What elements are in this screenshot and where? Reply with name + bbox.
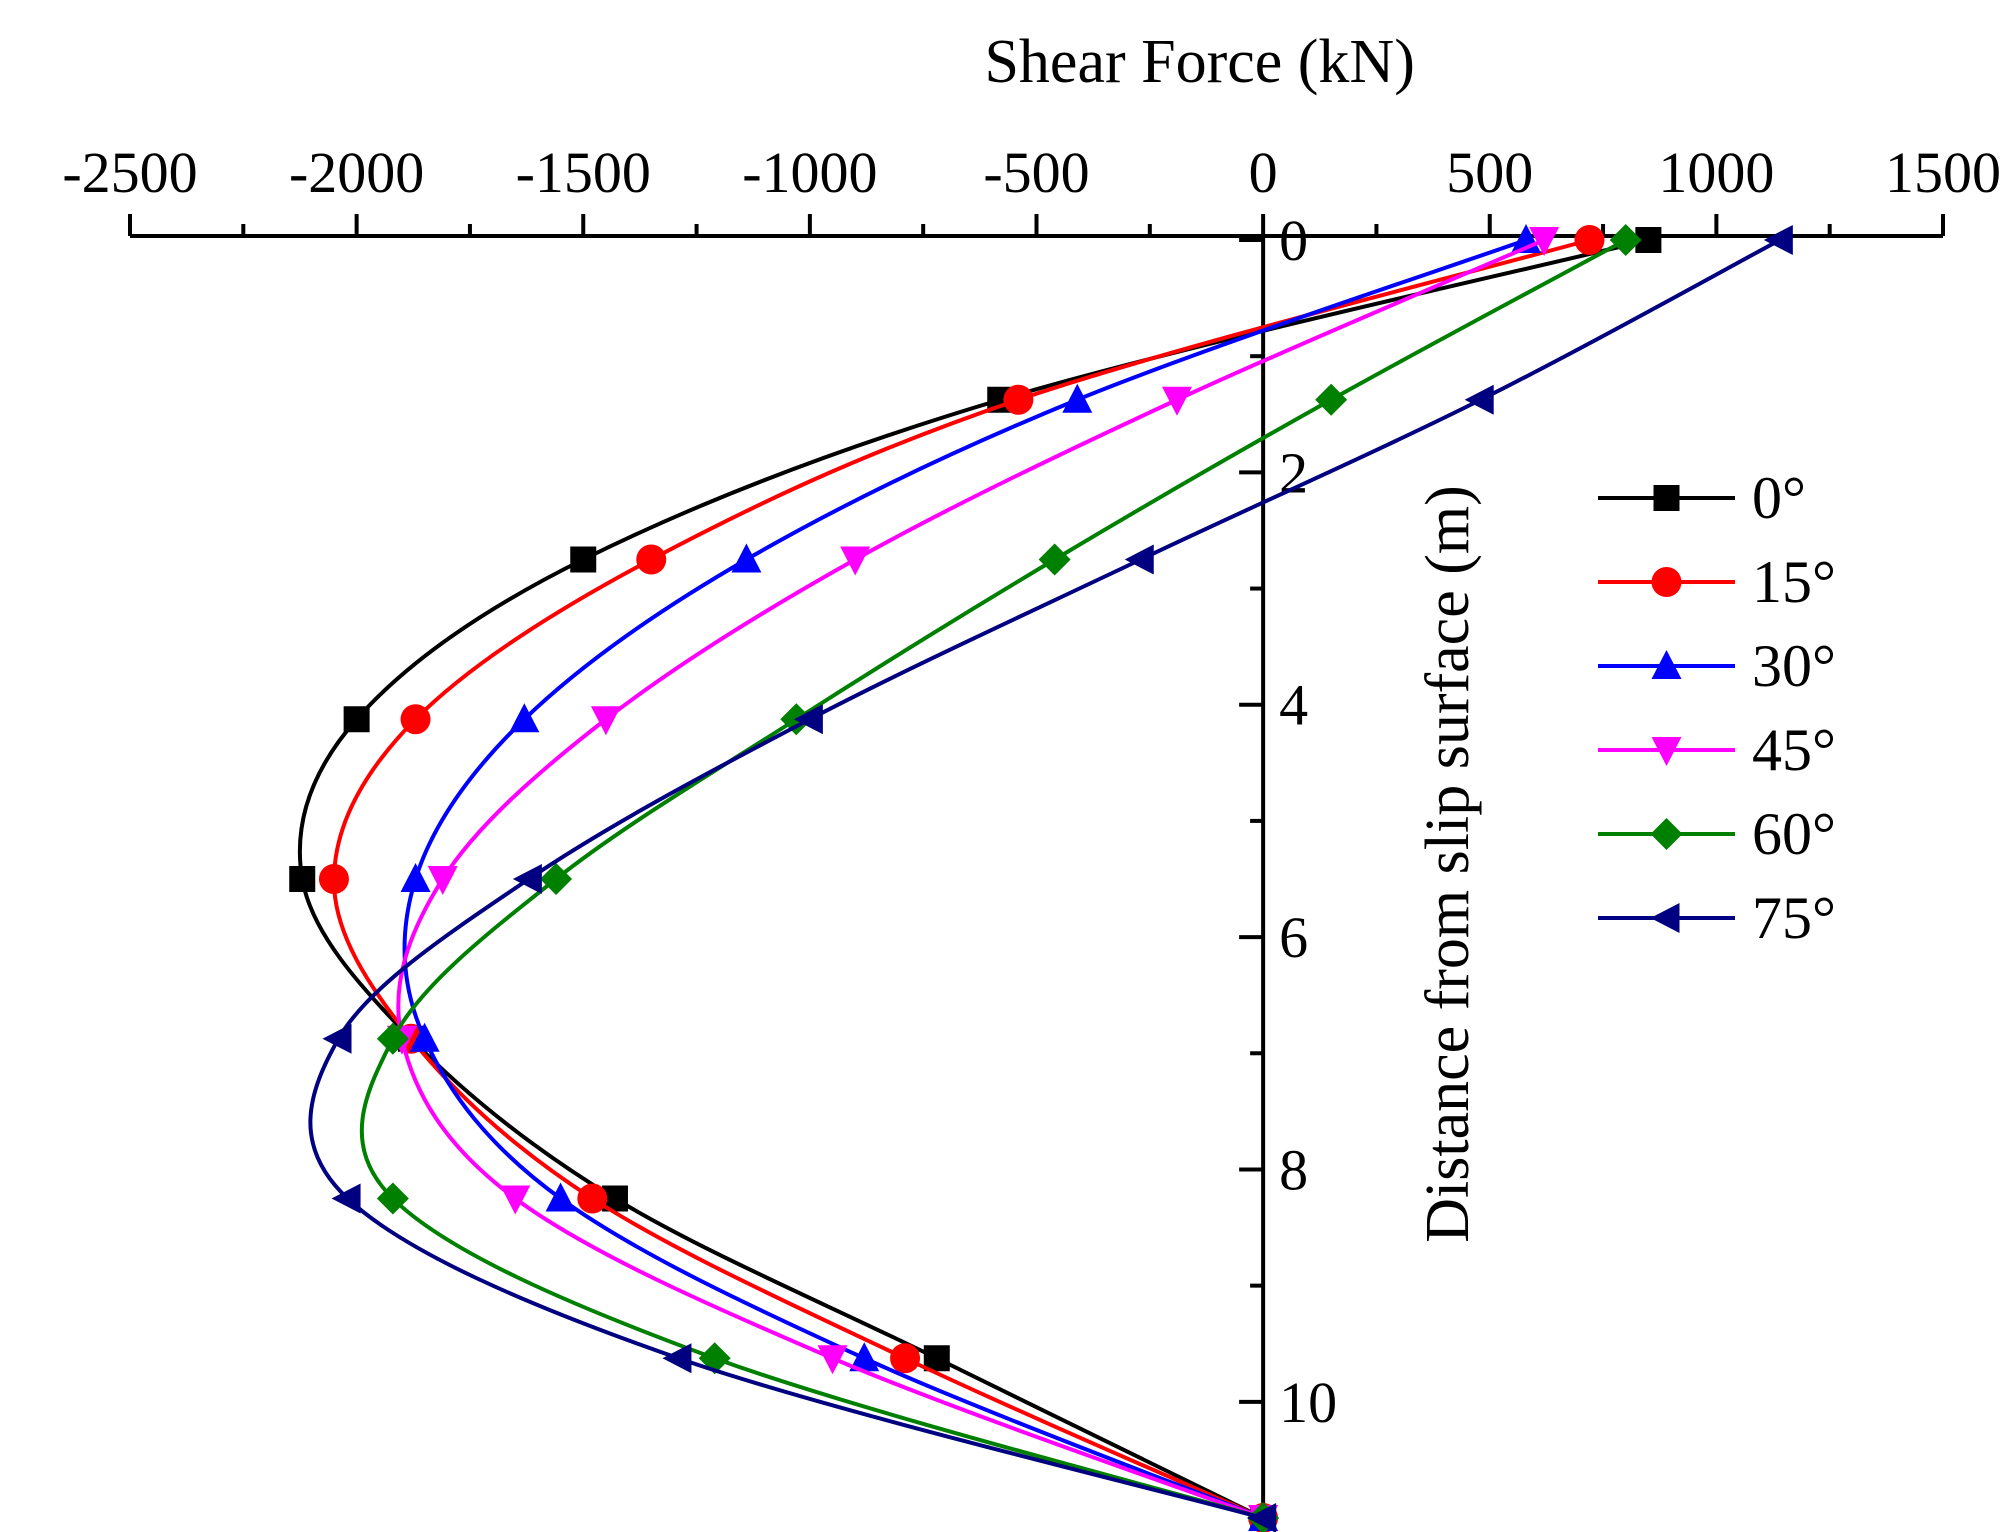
legend-label: 45° xyxy=(1752,717,1836,783)
legend-marker xyxy=(1651,650,1682,679)
y-tick-label: 8 xyxy=(1279,1137,1308,1202)
data-point xyxy=(1574,225,1605,255)
x-tick-label: 500 xyxy=(1446,140,1533,205)
legend-marker xyxy=(1650,903,1680,933)
x-axis-title: Shear Force (kN) xyxy=(984,28,1414,96)
x-tick-label: 1500 xyxy=(1885,140,2001,205)
legend-item: 60° xyxy=(1598,801,1836,867)
data-point xyxy=(545,1182,576,1212)
series-5 xyxy=(308,225,1793,1532)
data-point xyxy=(793,704,823,735)
data-point xyxy=(500,1185,531,1215)
data-point xyxy=(1038,543,1071,576)
data-point xyxy=(1124,544,1154,575)
data-point xyxy=(318,864,349,894)
x-tick-label: -1500 xyxy=(516,140,651,205)
legend-item: 30° xyxy=(1598,633,1836,699)
x-tick-label: 0 xyxy=(1249,140,1278,205)
legend-label: 75° xyxy=(1752,885,1836,951)
data-point xyxy=(662,1343,692,1374)
data-point xyxy=(289,866,316,892)
legend-label: 30° xyxy=(1752,633,1836,699)
series-1 xyxy=(318,225,1605,1532)
data-point xyxy=(376,1022,409,1055)
data-point xyxy=(731,543,762,573)
data-point xyxy=(1162,386,1193,416)
legend-marker xyxy=(1653,485,1680,511)
series-line xyxy=(402,238,1527,1520)
data-point xyxy=(1315,383,1348,416)
legend-item: 15° xyxy=(1598,549,1836,615)
data-point xyxy=(1247,1503,1277,1532)
data-point xyxy=(400,863,431,892)
y-tick-label: 4 xyxy=(1279,673,1308,738)
legend-item: 45° xyxy=(1598,717,1836,783)
data-point xyxy=(376,1182,409,1215)
data-point xyxy=(512,864,542,894)
legend-label: 15° xyxy=(1752,549,1836,615)
data-point xyxy=(840,546,871,576)
data-point xyxy=(577,1183,608,1214)
legend: 0° 15° 30° 45° 60° 75° xyxy=(1598,465,1836,951)
data-point xyxy=(331,1183,361,1214)
x-tick-label: -2500 xyxy=(62,140,197,205)
legend-marker xyxy=(1650,818,1683,850)
data-point xyxy=(849,1342,880,1372)
data-point xyxy=(540,863,573,895)
data-point xyxy=(890,1343,921,1374)
y-tick-label: 0 xyxy=(1279,208,1308,273)
y-tick-label: 2 xyxy=(1279,440,1308,505)
legend-item: 0° xyxy=(1598,465,1806,531)
y-tick-label: 6 xyxy=(1279,905,1308,970)
y-tick-label: 10 xyxy=(1279,1370,1337,1435)
legend-label: 0° xyxy=(1752,465,1806,531)
x-tick-label: -2000 xyxy=(289,140,424,205)
data-point xyxy=(1464,384,1494,415)
data-point xyxy=(409,1022,440,1052)
data-point xyxy=(1609,224,1642,256)
legend-item: 75° xyxy=(1598,885,1836,951)
data-point xyxy=(817,1345,848,1375)
data-point xyxy=(1003,384,1034,415)
series-2 xyxy=(400,224,1542,1531)
data-point xyxy=(570,546,597,573)
series-layer xyxy=(289,224,1793,1532)
data-point xyxy=(1062,383,1093,413)
data-point xyxy=(1763,225,1793,255)
data-point xyxy=(322,1023,352,1054)
data-point xyxy=(427,866,458,895)
data-point xyxy=(636,544,667,575)
data-point xyxy=(590,706,621,736)
data-point xyxy=(509,703,540,733)
legend-marker xyxy=(1651,567,1682,597)
data-point xyxy=(1529,227,1560,256)
x-tick-label: -500 xyxy=(983,140,1089,205)
x-tick-label: 1000 xyxy=(1658,140,1774,205)
y-axis-title: Distance from slip surface (m) xyxy=(1414,485,1482,1243)
axes: -2500 -2000 -1500 -1000 -500 0 500 1000 1500 0 2 4 6… xyxy=(62,140,2001,1520)
legend-label: 60° xyxy=(1752,801,1836,867)
data-point xyxy=(343,706,370,733)
x-tick-label: -1000 xyxy=(742,140,877,205)
legend-marker xyxy=(1651,737,1682,766)
data-point xyxy=(400,704,431,735)
